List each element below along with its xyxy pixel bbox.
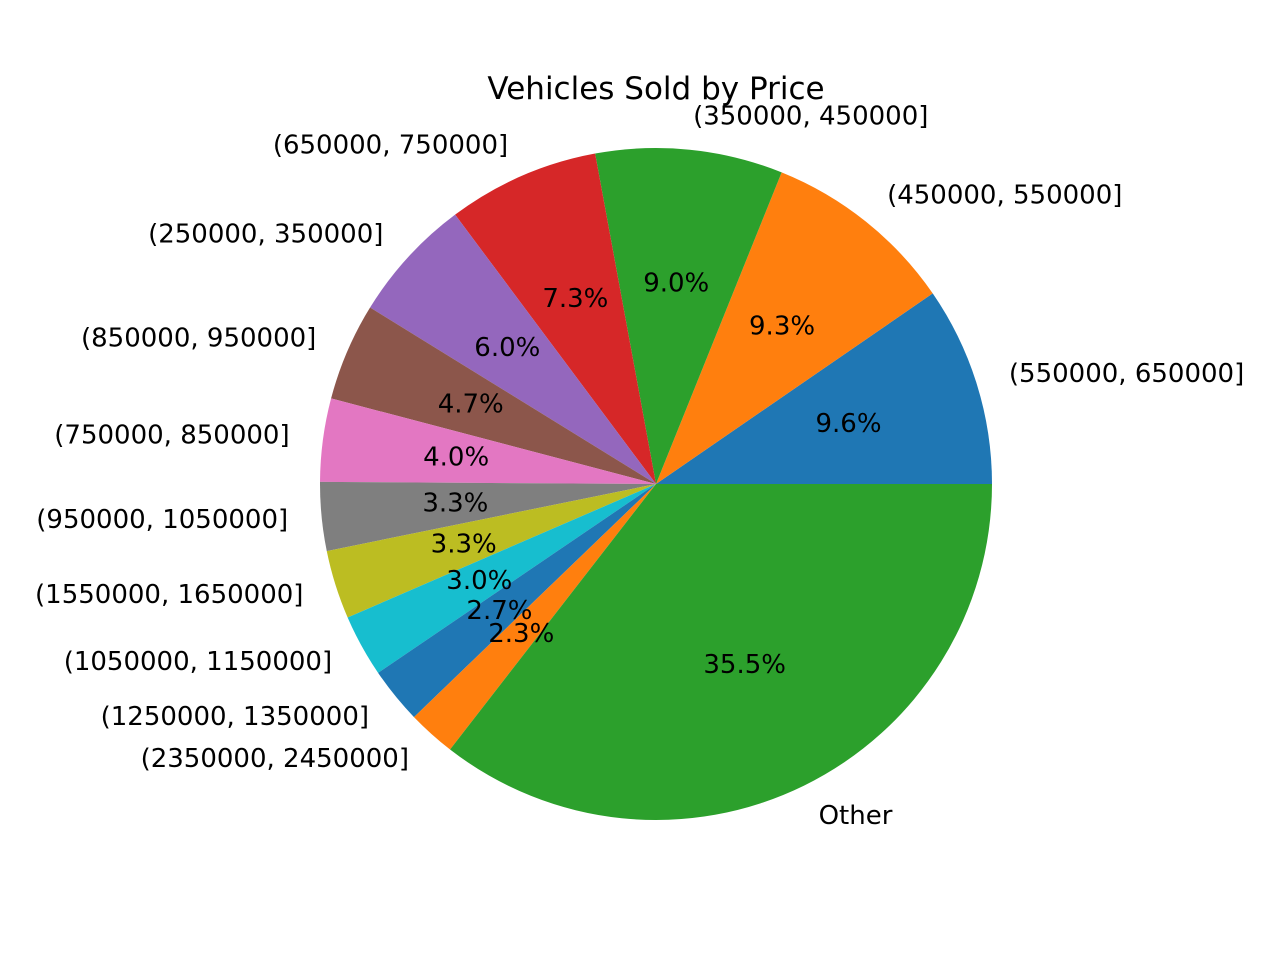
- slice-percent-label: 9.3%: [749, 312, 815, 342]
- pie-slice: [378, 484, 656, 718]
- slice-label: Other: [819, 801, 893, 831]
- slice-percent-label: 3.3%: [422, 489, 488, 519]
- slice-percent-label: 2.3%: [488, 619, 554, 649]
- slice-percent-label: 3.3%: [431, 529, 497, 559]
- pie-slice: [595, 147, 782, 485]
- slice-percent-label: 9.0%: [643, 268, 709, 298]
- pie-slice: [320, 398, 656, 484]
- slice-percent-label: 6.0%: [474, 333, 540, 363]
- slice-labels: (550000, 650000] (450000, 550000] (350000,…: [35, 101, 1244, 831]
- slice-label: (750000, 850000]: [54, 420, 289, 450]
- slice-label: (450000, 550000]: [887, 181, 1122, 211]
- pie-slice: [347, 484, 656, 673]
- pie-slice: [450, 484, 992, 821]
- pie-slice: [326, 484, 656, 618]
- slice-label: (1250000, 1350000]: [101, 702, 369, 732]
- slice-percent-label: 7.3%: [542, 284, 608, 314]
- pie-slice: [331, 307, 656, 484]
- pie-slice: [320, 481, 656, 552]
- slice-label: (650000, 750000]: [273, 130, 508, 160]
- slice-percent-label: 9.6%: [815, 409, 881, 439]
- slice-percent-label: 3.0%: [446, 566, 512, 596]
- slice-label: (550000, 650000]: [1009, 359, 1244, 389]
- pie-slice: [656, 293, 993, 484]
- pie-slices: [320, 147, 993, 821]
- slice-label: (2350000, 2450000]: [141, 744, 409, 774]
- slice-label: (1050000, 1150000]: [64, 647, 332, 677]
- slice-label: (350000, 450000]: [693, 101, 928, 131]
- pie-slice: [455, 153, 656, 484]
- pie-slice: [413, 484, 656, 750]
- slice-label: (1550000, 1650000]: [35, 580, 303, 610]
- slice-percent-label: 35.5%: [703, 650, 786, 680]
- slice-label: (850000, 950000]: [81, 323, 316, 353]
- slice-percent-label: 4.7%: [438, 390, 504, 420]
- slice-percent-label: 2.7%: [466, 596, 532, 626]
- pie-slice: [656, 172, 933, 484]
- chart-title: Vehicles Sold by Price: [487, 71, 824, 107]
- slice-label: (250000, 350000]: [148, 219, 383, 249]
- slice-label: (950000, 1050000]: [36, 505, 288, 535]
- percent-labels: 9.6% 9.3% 9.0% 7.3%6.0% 4.7% 4.0% 3.3% 3.3% 3.0%…: [422, 268, 881, 680]
- pie-slice: [370, 214, 656, 485]
- slice-percent-label: 4.0%: [423, 442, 489, 472]
